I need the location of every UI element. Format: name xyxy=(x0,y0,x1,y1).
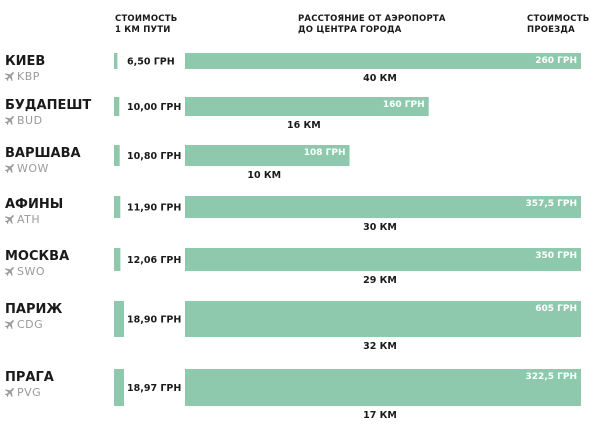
city-name-ath: АФИНЫ xyxy=(5,197,63,212)
cost-per-km-label-cdg: 18,90 ГРН xyxy=(127,315,181,326)
airport-code-swo: SWO xyxy=(17,265,45,278)
cost-per-km-label-pvg: 18,97 ГРН xyxy=(127,383,181,394)
fare-label-bud: 160 ГРН xyxy=(383,100,425,110)
header-distance-line-2: ДО ЦЕНТРА ГОРОДА xyxy=(298,25,402,35)
cost-per-km-label-ath: 11,90 ГРН xyxy=(127,203,181,214)
airport-code-ath: ATH xyxy=(17,213,40,226)
header-distance: РАССТОЯНИЕ ОТ АЭРОПОРТА ДО ЦЕНТРА ГОРОДА xyxy=(298,14,446,36)
distance-label-kbp: 40 КМ xyxy=(363,73,397,84)
city-name-bud: БУДАПЕШТ xyxy=(5,98,91,113)
fare-bar-bud xyxy=(185,97,429,116)
fare-label-kbp: 260 ГРН xyxy=(535,56,577,66)
cost-per-km-label-wow: 10,80 ГРН xyxy=(127,151,181,162)
city-name-swo: МОСКВА xyxy=(5,249,69,264)
cost-per-km-bar-swo xyxy=(114,248,121,271)
cost-per-km-bar-bud xyxy=(114,97,120,116)
cost-per-km-bar-cdg xyxy=(114,301,124,337)
header-fare-line-1: СТОИМОСТЬ xyxy=(527,14,590,24)
fare-bar-cdg xyxy=(185,301,581,337)
airplane-icon xyxy=(4,72,14,82)
airplane-icon xyxy=(4,116,14,126)
cost-per-km-label-bud: 10,00 ГРН xyxy=(127,102,181,113)
header-cost-per-km-line-2: 1 КМ ПУТИ xyxy=(115,25,171,35)
fare-bar-swo xyxy=(185,248,581,271)
airport-code-kbp: KBP xyxy=(17,70,40,83)
cost-per-km-bar-wow xyxy=(114,145,120,166)
cost-per-km-label-kbp: 6,50 ГРН xyxy=(127,57,175,68)
cost-per-km-bar-pvg xyxy=(114,369,124,406)
city-name-kbp: КИЕВ xyxy=(5,54,45,69)
airplane-icon xyxy=(4,215,14,225)
fare-bar-wow xyxy=(185,145,350,166)
fare-label-swo: 350 ГРН xyxy=(535,251,577,261)
header-distance-line-1: РАССТОЯНИЕ ОТ АЭРОПОРТА xyxy=(298,14,446,24)
airport-code-pvg: PVG xyxy=(17,386,41,399)
city-name-pvg: ПРАГА xyxy=(5,370,54,385)
header-cost-per-km: СТОИМОСТЬ 1 КМ ПУТИ xyxy=(115,14,177,36)
fare-label-ath: 357,5 ГРН xyxy=(526,199,577,209)
city-name-cdg: ПАРИЖ xyxy=(5,302,62,317)
airport-code-wow: WOW xyxy=(17,162,49,175)
airplane-icon xyxy=(4,320,14,330)
distance-label-cdg: 32 КМ xyxy=(363,341,397,352)
fare-label-wow: 108 ГРН xyxy=(304,148,346,158)
cost-per-km-label-swo: 12,06 ГРН xyxy=(127,255,181,266)
header-fare-line-2: ПРОЕЗДА xyxy=(527,25,575,35)
distance-label-ath: 30 КМ xyxy=(363,222,397,233)
header-fare: СТОИМОСТЬ ПРОЕЗДА xyxy=(527,14,589,36)
airport-code-cdg: CDG xyxy=(17,318,43,331)
distance-label-wow: 10 КМ xyxy=(247,170,281,181)
airplane-icon xyxy=(4,267,14,277)
cost-per-km-bar-kbp xyxy=(114,53,118,69)
fare-label-pvg: 322,5 ГРН xyxy=(526,372,577,382)
fare-bar-pvg xyxy=(185,369,581,406)
airplane-icon xyxy=(4,388,14,398)
fare-bar-kbp xyxy=(185,53,581,69)
airport-code-bud: BUD xyxy=(17,114,43,127)
distance-label-swo: 29 КМ xyxy=(363,275,397,286)
distance-label-pvg: 17 КМ xyxy=(363,410,397,421)
distance-label-bud: 16 КМ xyxy=(287,120,321,131)
fare-bar-ath xyxy=(185,196,581,218)
city-name-wow: ВАРШАВА xyxy=(5,146,81,161)
cost-per-km-bar-ath xyxy=(114,196,121,218)
fare-label-cdg: 605 ГРН xyxy=(535,304,577,314)
header-cost-per-km-line-1: СТОИМОСТЬ xyxy=(115,14,178,24)
airplane-icon xyxy=(4,164,14,174)
